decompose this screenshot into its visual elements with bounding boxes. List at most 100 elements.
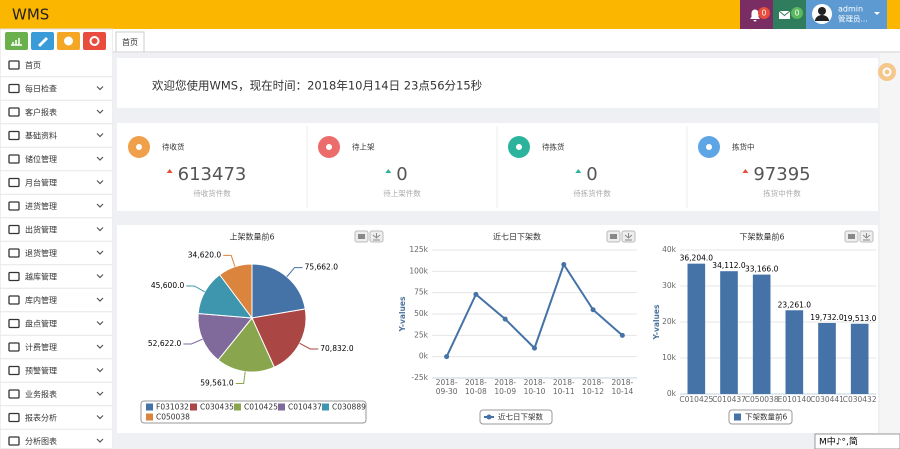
x-tick-label: C010437 [712, 395, 746, 404]
label-connector [299, 342, 319, 350]
bar [850, 323, 869, 394]
pie-slice [217, 317, 275, 373]
data-label: 45,600.0 [151, 281, 185, 290]
stat-caption: 拣货中件数 [763, 188, 801, 198]
menu-label[interactable]: 储位管理 [25, 154, 57, 164]
welcome-text: 欢迎您使用WMS，现在时间：2018年10月14日 23点56分15秒 [152, 79, 482, 93]
y-axis-label: Y-values [398, 296, 407, 332]
legend-label[interactable]: C010437 [288, 403, 322, 412]
messages-count: 0 [795, 9, 800, 18]
envelope-flap [778, 10, 791, 17]
chevron [96, 133, 104, 138]
menu-icon [8, 83, 20, 94]
download-glyph [862, 233, 871, 241]
label-connector [223, 254, 236, 267]
menu-label[interactable]: 月台管理 [25, 178, 57, 188]
avatar-body [815, 15, 829, 21]
stat-value: 0 [396, 164, 407, 185]
menu-icon [8, 342, 20, 352]
download-glyph [372, 233, 381, 241]
x-tick-label: C030432 [843, 395, 877, 404]
menu-label[interactable]: 首页 [25, 60, 41, 70]
ime-text: M中♪°,简 [819, 436, 858, 448]
scrollbar [880, 53, 900, 449]
menu-label[interactable]: 客户报表 [25, 107, 57, 117]
legend-label[interactable]: C030435 [200, 403, 234, 412]
menu-icon [8, 248, 20, 258]
y-tick-label: -25k [411, 373, 428, 382]
menu-label[interactable]: 报表分析 [25, 413, 57, 423]
bar [785, 310, 804, 394]
bell-icon [750, 9, 760, 22]
y-axis-label: Y-values [652, 304, 661, 340]
tab-bar [113, 29, 900, 52]
y-tick-label: 30k [662, 281, 677, 290]
y-tick-label: 20k [662, 317, 677, 326]
legend-swatch[interactable] [278, 403, 285, 411]
menu-label[interactable]: 库内管理 [25, 295, 57, 305]
legend-swatch[interactable] [322, 403, 329, 411]
menu-label[interactable]: 进货管理 [25, 201, 57, 211]
legend-swatch[interactable] [146, 403, 153, 411]
menu-label[interactable]: 预警管理 [25, 366, 57, 376]
stat-value: 0 [586, 164, 597, 185]
tab[interactable] [115, 31, 145, 53]
settings-button[interactable] [878, 63, 896, 81]
point [532, 345, 537, 351]
legend-swatch[interactable] [234, 403, 241, 411]
menu-label[interactable]: 计费管理 [25, 342, 57, 352]
alerts-count: 0 [762, 9, 767, 18]
menu-icon [8, 177, 20, 188]
legend-label[interactable]: F031032 [156, 403, 189, 412]
data-label: 19,513.0 [843, 314, 877, 323]
chevron [96, 156, 104, 161]
menu-item[interactable] [0, 54, 112, 77]
chevron [96, 438, 104, 443]
menu-icon [8, 60, 20, 70]
point [561, 262, 567, 268]
chevron [96, 250, 104, 255]
legend-label[interactable]: C050038 [156, 413, 190, 422]
users-icon [64, 36, 73, 46]
menu-label[interactable]: 退货管理 [25, 248, 57, 258]
legend-label[interactable]: C030889 [332, 403, 366, 412]
tab-label[interactable]: 首页 [122, 37, 138, 47]
menu-label[interactable]: 基础资料 [25, 131, 57, 141]
legend-label[interactable]: 下架数量前6 [745, 412, 787, 422]
cogs-icon [89, 36, 100, 46]
legend-swatch[interactable] [190, 403, 197, 411]
chevron [96, 86, 104, 91]
menu-label[interactable]: 分析图表 [25, 436, 57, 446]
legend-swatch[interactable] [734, 413, 741, 421]
point [619, 332, 625, 338]
x-tick-label: 2018-10-08 [465, 378, 487, 396]
y-tick-label: 25k [414, 330, 429, 339]
x-tick-label: 2018-10-11 [553, 378, 575, 396]
menu-label[interactable]: 业务报表 [25, 389, 57, 399]
menu-label[interactable]: 每日检查 [25, 84, 57, 94]
stat-label: 待上架 [352, 142, 375, 152]
stat-label: 拣货中 [732, 142, 755, 152]
avatar-head [818, 7, 826, 15]
shortcut-button[interactable] [83, 32, 106, 50]
print-glyph [610, 234, 617, 239]
menu-icon [8, 271, 20, 282]
legend-label[interactable]: 近七日下架数 [498, 412, 543, 422]
menu-label[interactable]: 越库管理 [25, 272, 57, 282]
stat-caption: 待拣货件数 [573, 188, 611, 198]
chevron [96, 344, 104, 349]
legend-swatch[interactable] [146, 413, 153, 421]
chart-title: 近七日下架数 [493, 232, 541, 242]
menu-label[interactable]: 盘点管理 [25, 319, 57, 329]
menu-label[interactable]: 出货管理 [25, 225, 57, 235]
chevron [96, 203, 104, 208]
legend-label[interactable]: C010425 [244, 403, 278, 412]
y-tick-label: 10k [662, 353, 677, 362]
stat-label: 待收货 [162, 142, 185, 152]
pie-slice [218, 263, 253, 320]
menu-icon [8, 201, 20, 211]
stat-icon-glyph [706, 144, 712, 150]
data-label: 19,732.0 [810, 313, 844, 322]
trend-arrow [385, 169, 392, 173]
menu-icon [8, 365, 20, 376]
